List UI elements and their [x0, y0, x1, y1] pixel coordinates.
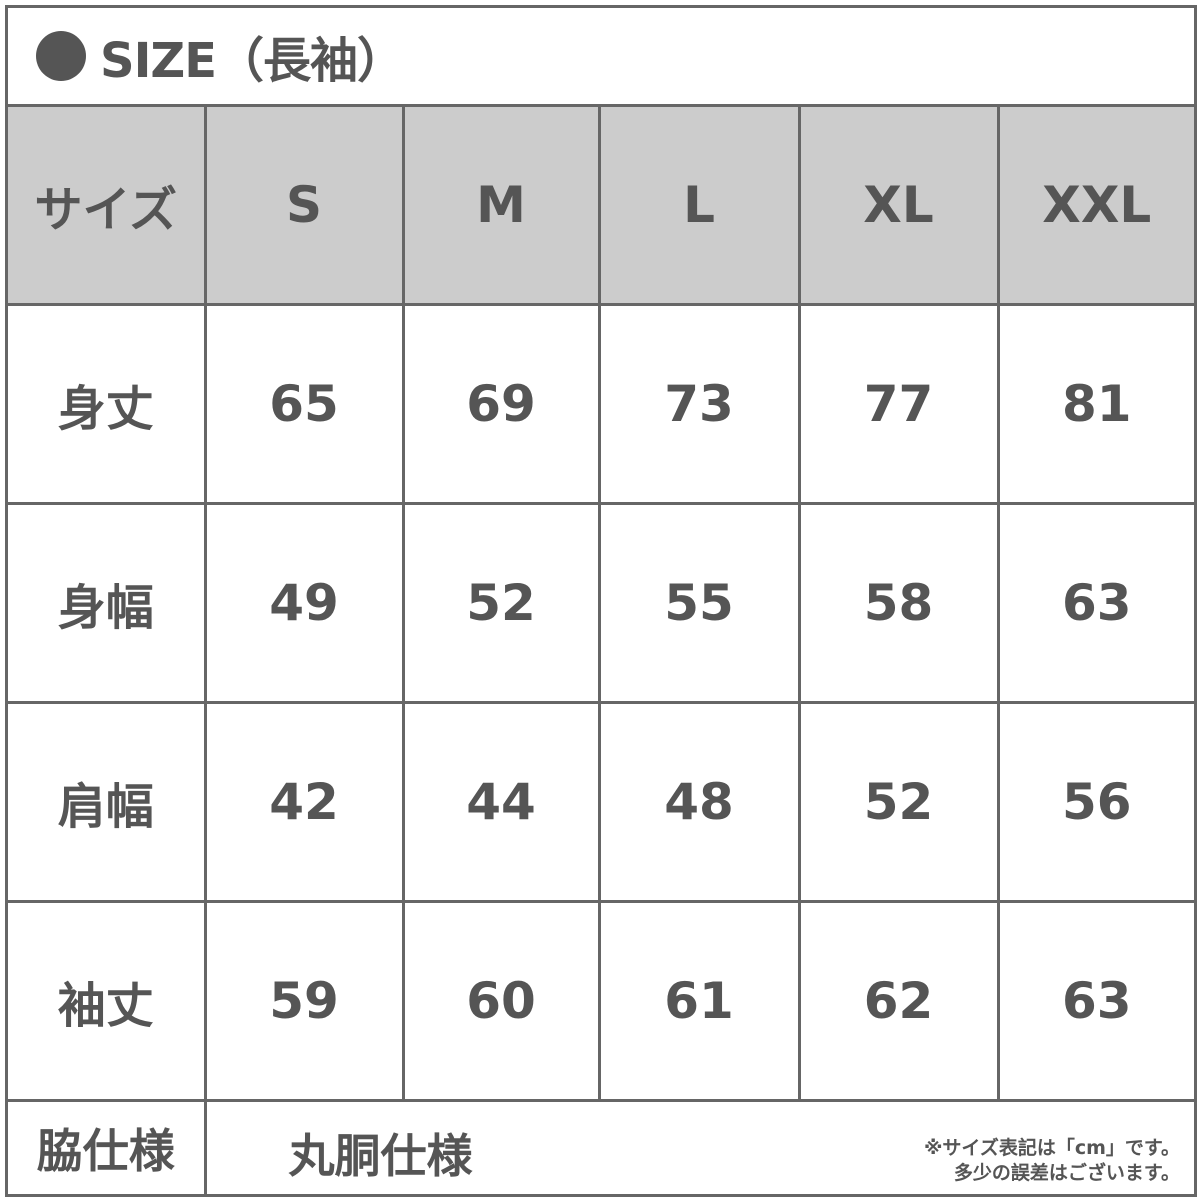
cell: 63 — [996, 900, 1194, 1102]
size-table: サイズ S M L XL XXL 身丈 65 69 73 77 81 身幅 49… — [8, 107, 1194, 1194]
cell: 81 — [996, 303, 1194, 505]
cell: 44 — [401, 701, 601, 903]
chart-title: SIZE（長袖） — [8, 8, 1194, 107]
table-row: 袖丈 59 60 61 62 63 — [8, 900, 1194, 1102]
cell: 52 — [797, 701, 1000, 903]
footer-value-cell: 丸胴仕様 ※サイズ表記は「cm」です。 多少の誤差はございます。 — [203, 1099, 1194, 1194]
table-row: 身幅 49 52 55 58 63 — [8, 502, 1194, 704]
size-header: S — [203, 107, 405, 306]
row-label: 袖丈 — [8, 900, 207, 1102]
cell: 69 — [401, 303, 601, 505]
cell: 61 — [597, 900, 801, 1102]
cell: 42 — [203, 701, 405, 903]
cell: 58 — [797, 502, 1000, 704]
cell: 65 — [203, 303, 405, 505]
table-row: 肩幅 42 44 48 52 56 — [8, 701, 1194, 903]
size-chart: SIZE（長袖） サイズ S M L XL XXL 身丈 65 69 73 77… — [5, 5, 1197, 1197]
cell: 56 — [996, 701, 1194, 903]
cell: 48 — [597, 701, 801, 903]
row-label: 肩幅 — [8, 701, 207, 903]
row-label: 身幅 — [8, 502, 207, 704]
side-spec-value: 丸胴仕様 — [288, 1129, 473, 1183]
header-label: サイズ — [8, 107, 207, 306]
header-row: サイズ S M L XL XXL — [8, 107, 1194, 306]
cell: 60 — [401, 900, 601, 1102]
footer-label: 脇仕様 — [8, 1099, 207, 1194]
size-header: XL — [797, 107, 1000, 306]
cell: 49 — [203, 502, 405, 704]
cell: 62 — [797, 900, 1000, 1102]
filled-circle-icon — [36, 31, 86, 81]
note-line-1: ※サイズ表記は「cm」です。 — [923, 1137, 1180, 1159]
cell: 63 — [996, 502, 1194, 704]
cell: 52 — [401, 502, 601, 704]
table-row: 身丈 65 69 73 77 81 — [8, 303, 1194, 505]
size-header: L — [597, 107, 801, 306]
cell: 73 — [597, 303, 801, 505]
row-label: 身丈 — [8, 303, 207, 505]
cell: 55 — [597, 502, 801, 704]
note-line-2: 多少の誤差はございます。 — [953, 1162, 1180, 1184]
title-text: SIZE（長袖） — [100, 33, 405, 89]
cell: 59 — [203, 900, 405, 1102]
footer-row: 脇仕様 丸胴仕様 ※サイズ表記は「cm」です。 多少の誤差はございます。 — [8, 1099, 1194, 1194]
cell: 77 — [797, 303, 1000, 505]
size-header: XXL — [996, 107, 1194, 306]
size-header: M — [401, 107, 601, 306]
size-note: ※サイズ表記は「cm」です。 多少の誤差はございます。 — [924, 1136, 1180, 1186]
